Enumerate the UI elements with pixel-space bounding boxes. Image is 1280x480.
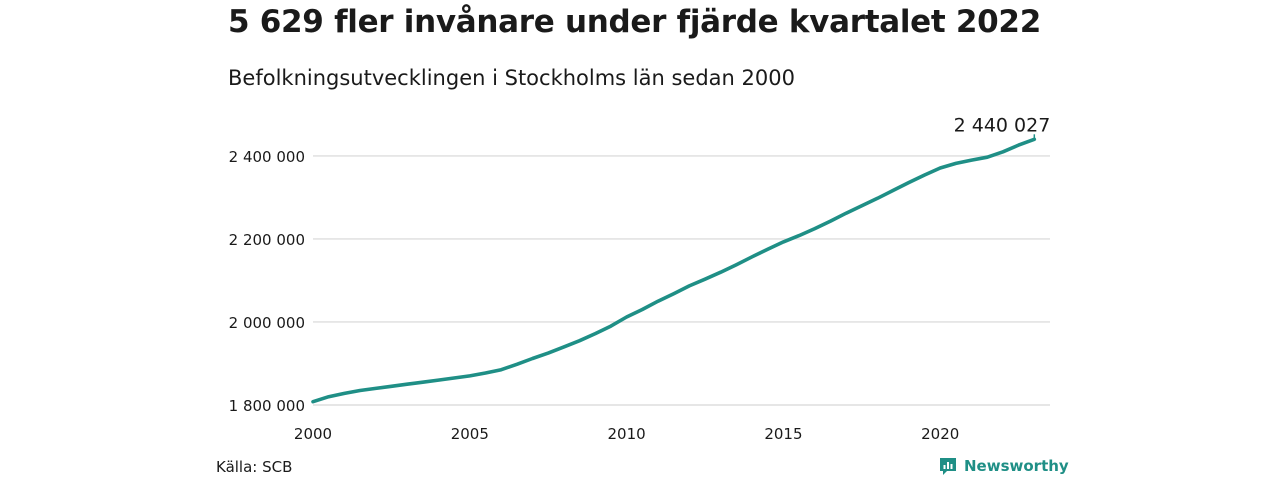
- y-tick-label: 2 400 000: [229, 148, 305, 166]
- annotations: 2 440 027: [954, 114, 1051, 139]
- y-tick-label: 2 000 000: [229, 314, 305, 332]
- x-axis-tick-labels: 2000 2005 2010 2015 2020: [294, 425, 959, 443]
- x-tick-label: 2015: [764, 425, 802, 443]
- x-tick-label: 2010: [608, 425, 646, 443]
- x-tick-label: 2000: [294, 425, 332, 443]
- gridlines: [313, 155, 1050, 406]
- x-tick-label: 2005: [451, 425, 489, 443]
- series-line: [311, 137, 1037, 404]
- y-tick-label: 2 200 000: [229, 231, 305, 249]
- y-tick-label: 1 800 000: [229, 397, 305, 415]
- brand-name: Newsworthy: [964, 457, 1069, 475]
- chart-subtitle: Befolkningsutvecklingen i Stockholms län…: [228, 66, 795, 90]
- bar-chart-icon: [940, 458, 956, 475]
- chart-title: 5 629 fler invånare under fjärde kvartal…: [228, 4, 1041, 40]
- brand-logo: Newsworthy: [938, 456, 1069, 476]
- x-tick-label: 2020: [921, 425, 959, 443]
- source-label: Källa: SCB: [216, 458, 293, 476]
- y-axis-tick-labels: 1 800 000 2 000 000 2 200 000 2 400 000: [229, 148, 305, 415]
- annotation-label: 2 440 027: [954, 114, 1051, 136]
- series-layer: [311, 137, 1037, 404]
